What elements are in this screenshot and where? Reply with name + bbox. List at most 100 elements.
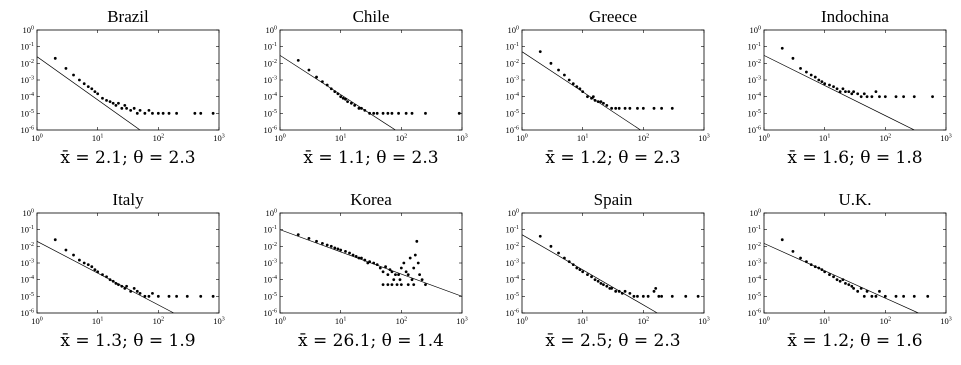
data-point: [424, 111, 427, 115]
y-tick-label: 10-2: [506, 241, 520, 251]
data-point: [420, 278, 424, 282]
x-tick-label: 100: [758, 316, 770, 326]
data-point: [372, 111, 376, 115]
y-tick-label: 10-3: [21, 258, 35, 268]
data-point: [823, 270, 827, 274]
y-tick-label: 10-2: [21, 58, 35, 68]
data-point: [378, 266, 382, 270]
data-point: [402, 261, 406, 265]
x-tick-label: 100: [31, 316, 43, 326]
data-point: [211, 294, 215, 298]
data-point: [823, 82, 827, 86]
data-point: [593, 278, 597, 282]
data-point: [610, 286, 614, 290]
data-point: [557, 68, 560, 72]
x-tick-label: 101: [335, 133, 347, 143]
data-point: [596, 279, 600, 283]
data-point: [874, 90, 878, 94]
x-tick-label: 102: [880, 133, 892, 143]
data-point: [557, 251, 560, 255]
y-tick-label: 100: [266, 25, 278, 35]
data-point: [859, 286, 863, 290]
data-point: [590, 275, 593, 279]
data-point: [82, 261, 86, 265]
data-point: [315, 75, 318, 79]
y-tick-label: 10-4: [264, 275, 278, 285]
data-point: [820, 268, 824, 272]
data-point: [372, 261, 376, 265]
data-point: [578, 87, 582, 91]
data-point: [828, 273, 831, 277]
y-tick-label: 10-6: [506, 308, 520, 318]
x-tick-label: 100: [274, 133, 286, 143]
data-point: [418, 273, 421, 277]
y-tick-label: 10-6: [748, 125, 762, 135]
data-point: [105, 98, 108, 102]
data-point: [386, 111, 390, 115]
data-point: [844, 281, 847, 285]
data-point: [652, 106, 656, 110]
data-point: [835, 87, 839, 91]
data-point: [125, 106, 129, 110]
data-point: [684, 294, 688, 298]
data-point: [353, 103, 357, 107]
data-point: [329, 244, 333, 248]
data-point: [696, 294, 700, 298]
data-point: [86, 85, 90, 89]
y-tick-label: 10-3: [21, 75, 35, 85]
x-tick-label: 101: [819, 316, 831, 326]
fit-line: [764, 243, 919, 313]
y-tick-label: 10-5: [748, 291, 762, 301]
x-tick-label: 102: [396, 133, 408, 143]
data-point: [605, 103, 609, 107]
data-point: [832, 275, 835, 279]
data-point: [538, 234, 542, 238]
data-point: [605, 284, 609, 288]
data-point: [780, 46, 784, 50]
data-point: [90, 265, 94, 269]
data-point: [883, 95, 887, 99]
data-point: [571, 263, 575, 267]
y-tick-label: 10-2: [21, 241, 35, 251]
data-point: [413, 253, 417, 257]
data-point: [156, 111, 160, 115]
x-tick-label: 103: [456, 316, 468, 326]
data-point: [390, 270, 394, 274]
y-tick-label: 100: [750, 208, 762, 218]
data-point: [813, 265, 817, 269]
data-point: [114, 103, 118, 107]
data-point: [381, 111, 385, 115]
y-tick-label: 10-6: [748, 308, 762, 318]
data-point: [549, 244, 553, 248]
y-tick-label: 10-5: [264, 291, 278, 301]
data-point: [538, 50, 542, 54]
y-tick-label: 10-4: [506, 92, 520, 102]
subplot-title: Chile: [353, 7, 390, 26]
data-point: [53, 56, 57, 60]
y-tick-label: 10-4: [748, 92, 762, 102]
data-point: [360, 256, 363, 260]
data-point: [614, 106, 618, 110]
y-tick-label: 10-2: [506, 58, 520, 68]
data-point: [336, 92, 340, 96]
data-point: [321, 80, 324, 84]
data-point: [394, 273, 397, 277]
data-point: [416, 261, 420, 265]
data-point: [404, 111, 408, 115]
data-point: [138, 108, 142, 112]
data-point: [799, 256, 802, 260]
data-point: [567, 78, 571, 82]
data-point: [862, 294, 866, 298]
data-point: [586, 95, 589, 99]
data-point: [852, 90, 856, 94]
data-point: [193, 111, 197, 115]
data-point: [399, 266, 403, 270]
y-tick-label: 10-5: [748, 108, 762, 118]
data-point: [865, 95, 869, 99]
data-point: [902, 294, 905, 298]
data-point: [357, 256, 361, 260]
data-point: [912, 294, 916, 298]
data-point: [101, 96, 104, 100]
